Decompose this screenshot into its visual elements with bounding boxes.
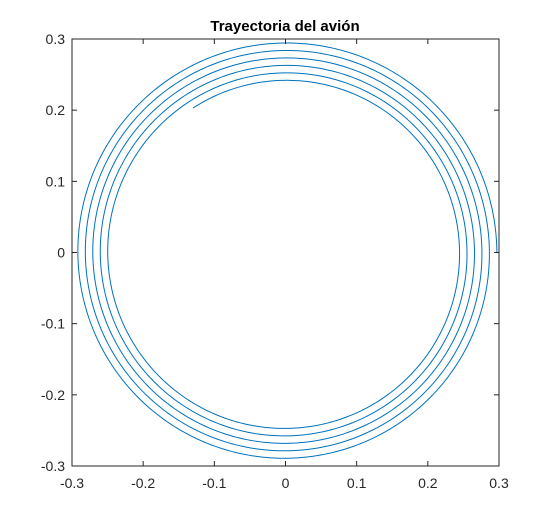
spiral-trajectory-line xyxy=(77,42,498,459)
y-tick-label: 0 xyxy=(57,245,65,261)
x-tick-label: 0.2 xyxy=(418,475,438,491)
y-tick-label: -0.1 xyxy=(41,316,65,332)
x-tick-label: -0.3 xyxy=(60,475,84,491)
axes-background xyxy=(72,39,499,466)
x-tick-label: -0.2 xyxy=(131,475,155,491)
y-tick-label: 0.1 xyxy=(46,173,66,189)
y-tick-label: -0.3 xyxy=(41,458,65,474)
y-tick-label: -0.2 xyxy=(41,387,65,403)
x-tick-label: -0.1 xyxy=(202,475,226,491)
y-tick-label: 0.3 xyxy=(46,31,66,47)
x-tick-label: 0.1 xyxy=(347,475,367,491)
chart-title: Trayectoria del avión xyxy=(210,18,359,35)
y-axis: 0.3 0.2 0.1 0 -0.1 -0.2 -0.3 xyxy=(41,31,499,474)
x-axis: -0.3 -0.2 -0.1 0 0.1 0.2 0.3 xyxy=(60,39,509,491)
x-tick-label: 0 xyxy=(282,475,290,491)
x-tick-label: 0.3 xyxy=(489,475,509,491)
y-tick-label: 0.2 xyxy=(46,102,66,118)
plot-area xyxy=(71,38,500,467)
